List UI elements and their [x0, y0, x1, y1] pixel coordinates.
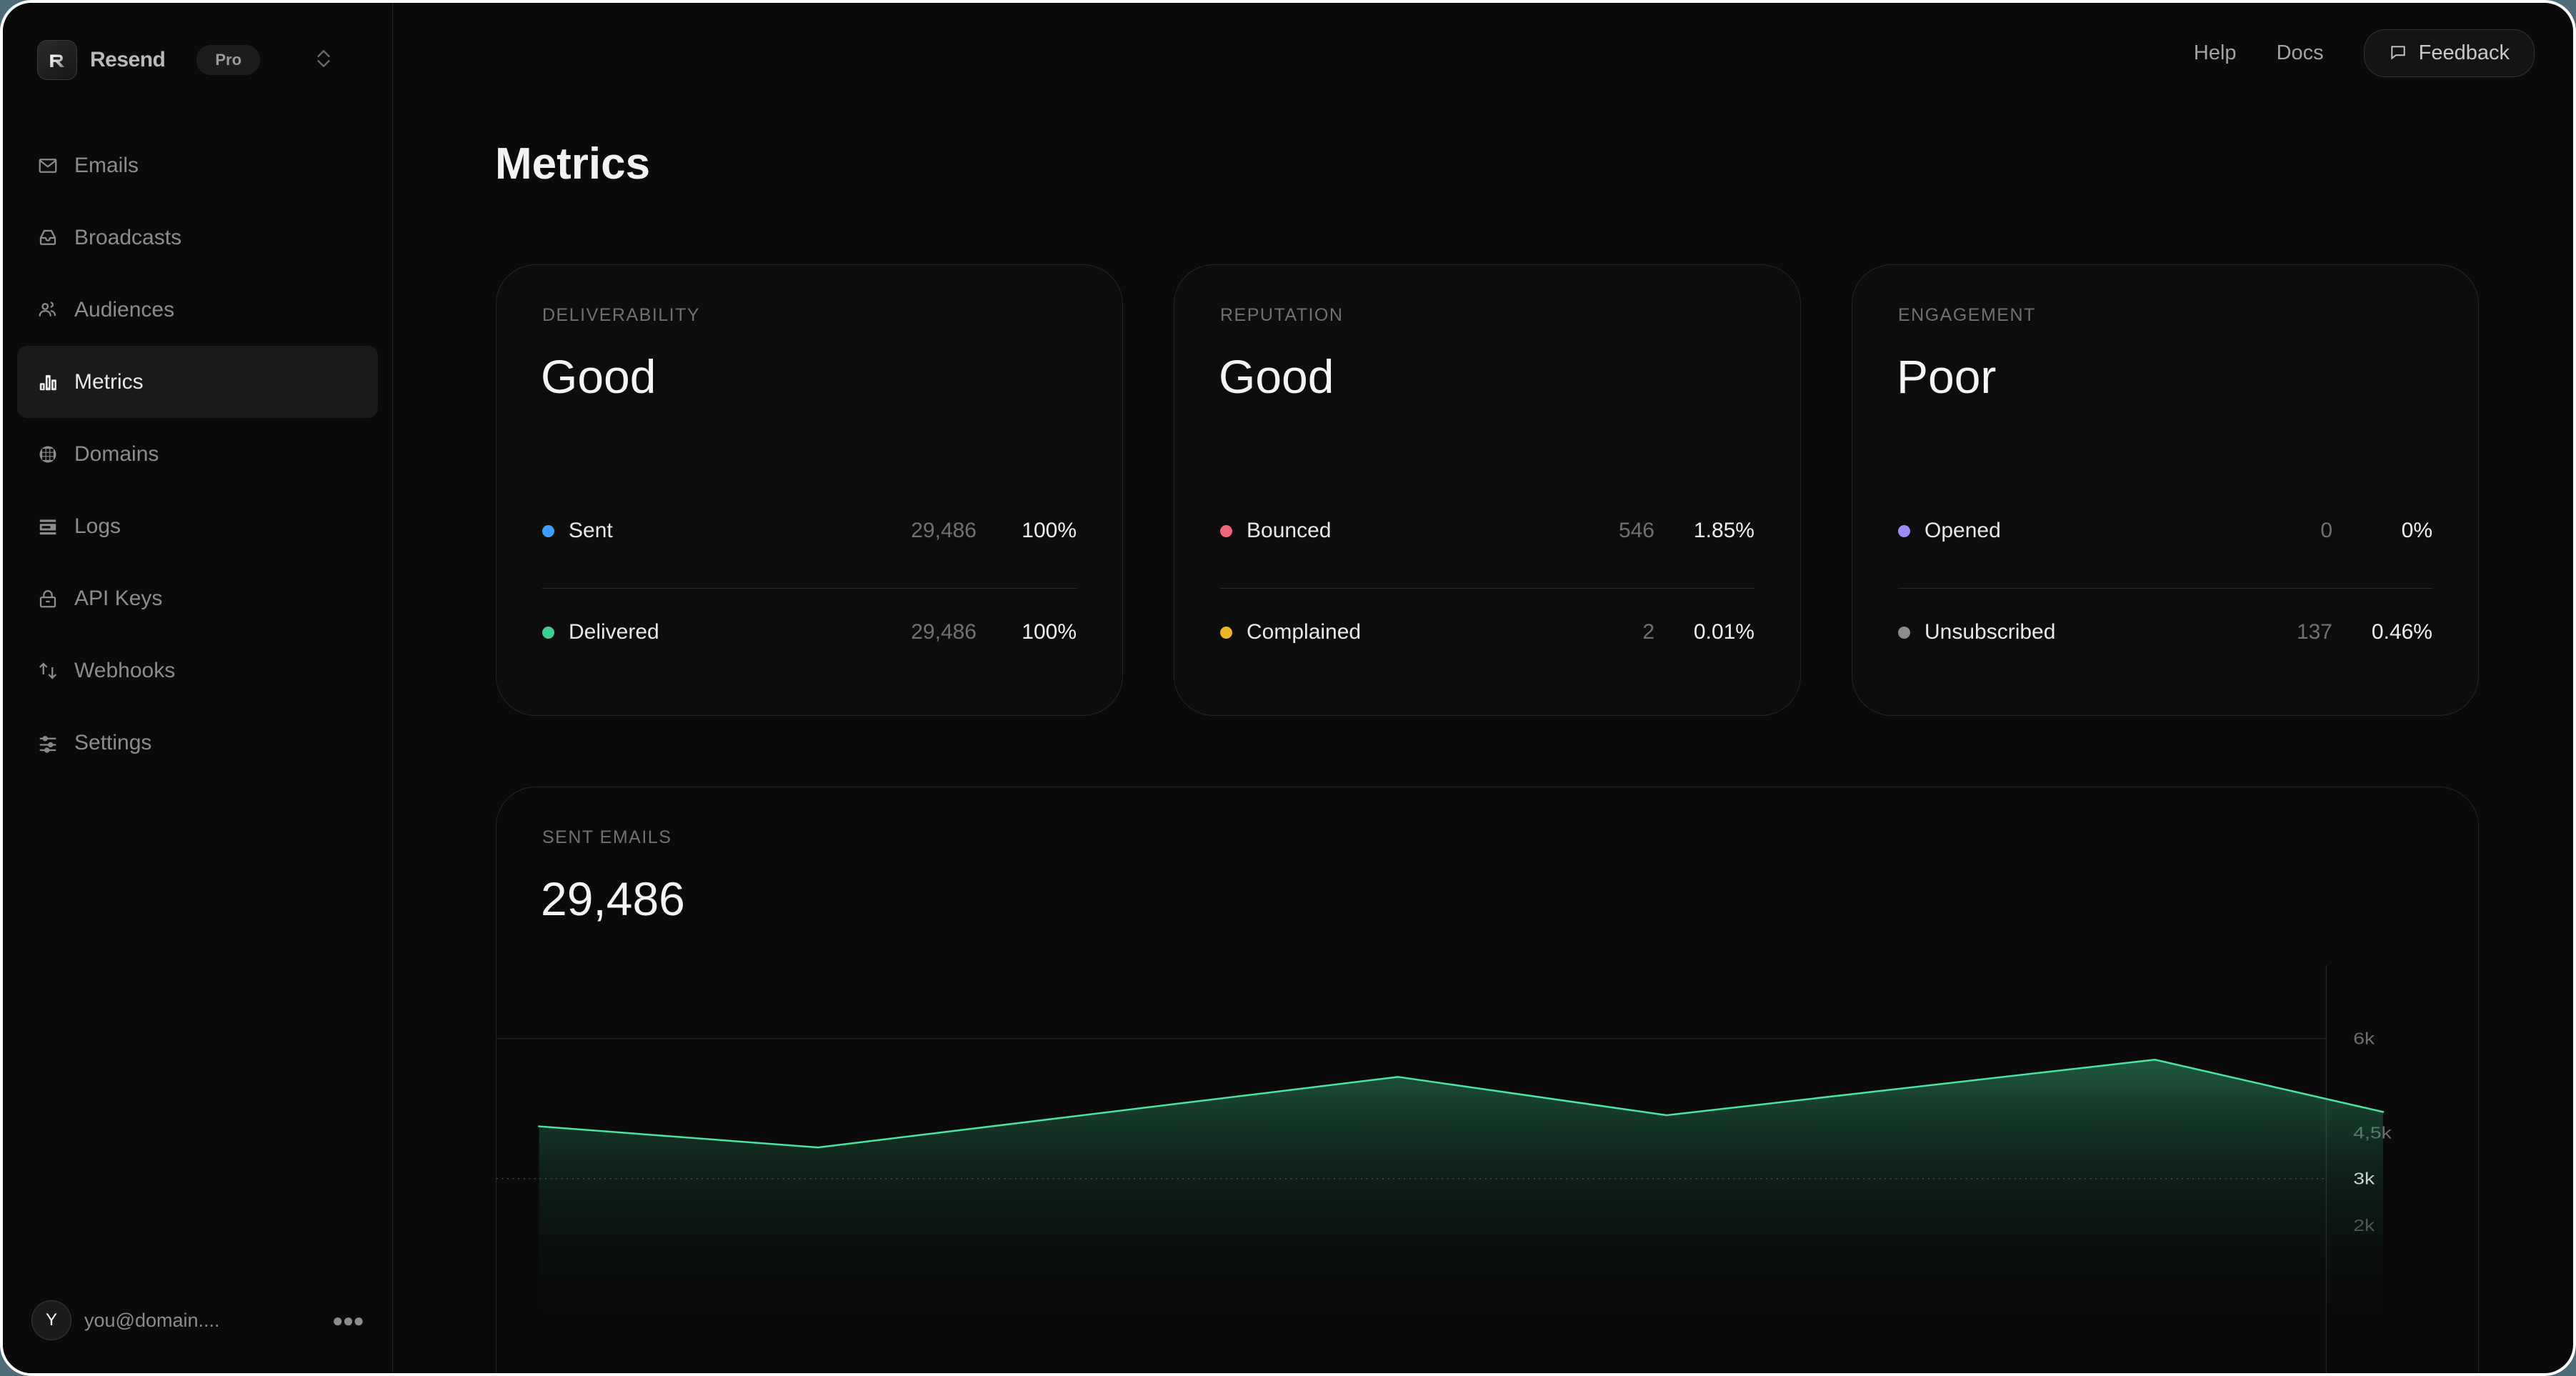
svg-text:6k: 6k: [2353, 1029, 2375, 1048]
